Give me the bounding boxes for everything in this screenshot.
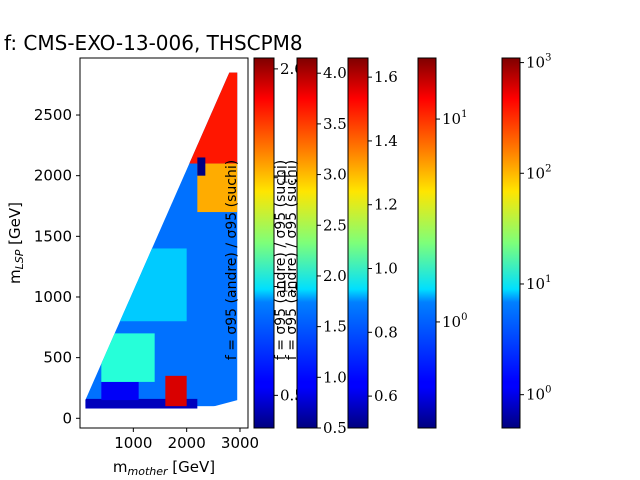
- colorbar-gradient: [501, 57, 521, 429]
- main-axes: 1000 2000 3000 0 500 1000 1500 2000 2500 mmothe…: [6, 57, 259, 478]
- colorbar-tick-label: 4.0: [323, 64, 347, 82]
- colorbar-tick-label: 3.0: [323, 166, 347, 184]
- colorbar-gradient: [296, 57, 318, 429]
- y-tick-label: 0: [62, 409, 72, 427]
- colorbar-gradient: [253, 57, 275, 429]
- colorbar-label: f = σ95 (andre) / σ95 (suchi): [273, 160, 289, 360]
- y-axis-label: mLSP [GeV]: [6, 202, 26, 284]
- colorbar-tick-label: 0.8: [374, 323, 398, 341]
- colorbar-tick-label: 101: [526, 274, 551, 293]
- colorbar-tick-label: 1.4: [374, 132, 398, 150]
- heatmap-cell: [112, 248, 187, 322]
- colorbar-tick-label: 102: [526, 163, 551, 182]
- colorbar-tick-label: 1.5: [323, 318, 347, 336]
- heatmap-cell: [186, 72, 238, 164]
- colorbar-3: 0.6 0.8 1.0 1.2 1.4 1.6 f = σ95 (andre) / σ95 …: [284, 57, 398, 429]
- colorbar-tick-label: 1.2: [374, 196, 398, 214]
- y-tick-label: 1000: [34, 288, 72, 306]
- colorbar-tick-label: 103: [526, 53, 551, 72]
- x-axis-label: mmother [GeV]: [113, 458, 215, 478]
- heatmap-cell: [165, 375, 187, 407]
- x-axis-ticks: 1000 2000 3000: [114, 428, 259, 452]
- heatmap-cell: [101, 381, 139, 401]
- colorbar-tick-label: 101: [442, 109, 467, 128]
- colorbar-tick-label: 100: [442, 312, 467, 331]
- plot-frame: [79, 57, 249, 429]
- colorbars: 0.5 1.0 1.5 2.0 f = σ95 (andre) / σ95 (suchi…: [224, 53, 551, 437]
- x-tick-label: 3000: [221, 434, 259, 452]
- colorbar-tick-label: 0.6: [374, 387, 398, 405]
- colorbar-2: 0.5 1.0 1.5 2.0 2.5 3.0 3.5 4.0 f = σ95 (andre) …: [273, 57, 347, 437]
- heatmap-cell: [85, 398, 198, 409]
- y-tick-label: 2500: [34, 106, 72, 124]
- colorbar-tick-label: 3.5: [323, 115, 347, 133]
- x-tick-label: 1000: [114, 434, 152, 452]
- colorbar-5: 100 101 102 103: [501, 53, 551, 429]
- colorbar-tick-label: 1.0: [323, 368, 347, 386]
- chart-title: f: CMS-EXO-13-006, THSCPM8: [4, 31, 303, 55]
- colorbar-label: f = σ95 (andre) / σ95 (suchi): [224, 160, 240, 360]
- colorbar-tick-label: 0.5: [323, 419, 347, 437]
- y-tick-label: 1500: [34, 227, 72, 245]
- heatmap-cell: [101, 333, 155, 382]
- heatmap-region: [85, 72, 238, 409]
- colorbar-tick-label: 1.0: [374, 260, 398, 278]
- colorbar-tick-label: 1.6: [374, 68, 398, 86]
- colorbar-label: f = σ95 (andre) / σ95 (suchi): [284, 160, 300, 360]
- colorbar-gradient: [417, 57, 437, 429]
- heatmap-cell: [197, 157, 206, 176]
- colorbar-gradient: [347, 57, 369, 429]
- colorbar-tick-label: 2.0: [323, 267, 347, 285]
- y-tick-label: 2000: [34, 167, 72, 185]
- y-axis-ticks: 0 500 1000 1500 2000 2500: [34, 106, 80, 427]
- x-tick-label: 2000: [168, 434, 206, 452]
- colorbar-4: 100 101: [417, 57, 467, 429]
- y-tick-label: 500: [43, 349, 72, 367]
- colorbar-tick-label: 100: [526, 385, 551, 404]
- colorbar-tick-label: 2.5: [323, 216, 347, 234]
